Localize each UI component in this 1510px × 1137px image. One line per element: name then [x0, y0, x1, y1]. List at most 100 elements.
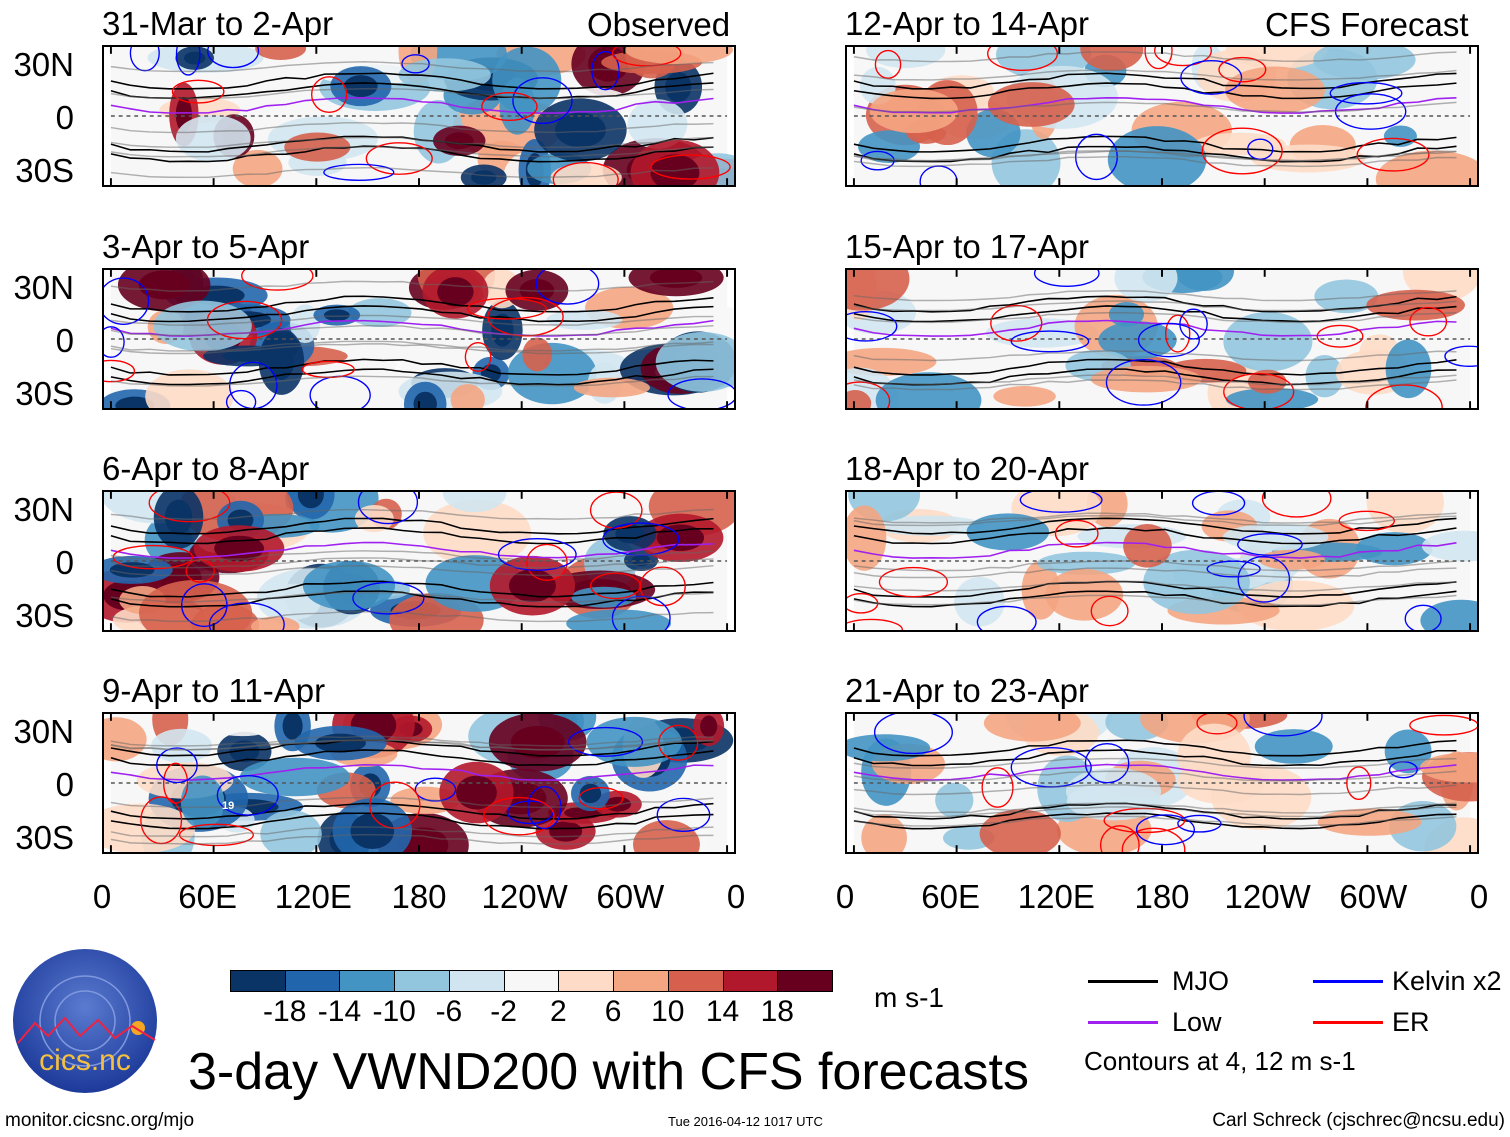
colorbar-tick-label: 18 [760, 995, 794, 1028]
contour-line [110, 96, 714, 114]
anomaly-blob [1225, 66, 1326, 114]
lat-tick-label: 30S [15, 375, 74, 412]
anomaly-blob [255, 47, 307, 61]
contour-line [568, 726, 644, 757]
anomaly-blob [138, 579, 253, 630]
legend-label-kelvin: Kelvin x2 [1392, 966, 1502, 996]
lon-tick-label: 180 [391, 878, 447, 915]
colorbar-swatch [448, 970, 505, 992]
contour-line [110, 358, 714, 376]
lat-tick-label: 30S [15, 597, 74, 634]
contour-line [110, 812, 714, 830]
lon-tick-label: 60W [1339, 878, 1408, 915]
lat-tick-label: 30N [13, 491, 74, 528]
colorbar-swatch [613, 970, 669, 992]
logo-text: cics.nc [39, 1044, 131, 1077]
contour-line [208, 602, 285, 630]
contour-line [110, 368, 714, 386]
anomaly-blob [175, 115, 251, 162]
contour-line [110, 527, 714, 545]
contour-line [1196, 714, 1238, 735]
contour-line [853, 72, 1457, 90]
contour-line [178, 823, 254, 847]
contour-line [1105, 358, 1182, 406]
panel-title: 31-Mar to 2-Apr [102, 5, 334, 42]
contour-line [1356, 137, 1430, 172]
anomaly-blob [655, 332, 734, 392]
map-panel [102, 268, 736, 410]
contour-line [650, 154, 731, 180]
colorbar-swatch [558, 970, 615, 992]
lon-tick-label: 0 [1469, 878, 1489, 915]
contour-line [497, 538, 577, 571]
panel-title: 6-Apr to 8-Apr [102, 450, 310, 487]
anomaly-blob [1420, 599, 1477, 630]
contour-line [323, 163, 395, 181]
contour-line [591, 50, 620, 91]
colorbar-tick-label: -2 [490, 995, 517, 1028]
contour-line [1180, 59, 1243, 95]
contour-line [1033, 270, 1100, 287]
contour-line [241, 270, 314, 291]
lat-tick-label: 30N [13, 269, 74, 306]
contour-line [148, 492, 231, 523]
contour-line [110, 541, 714, 559]
contour-line [171, 79, 225, 104]
forecast-label: CFS Forecast [1265, 6, 1469, 43]
contour-line [1243, 714, 1323, 737]
lon-tick-label: 0 [835, 878, 855, 915]
anomaly-blob [1419, 752, 1477, 783]
anomaly-blob [104, 717, 147, 762]
colorbar-tick-label: -14 [317, 995, 362, 1028]
contour-line [352, 581, 425, 615]
contour-line [526, 543, 568, 581]
contour-line [1177, 814, 1222, 833]
legend-label-mjo: MJO [1172, 966, 1229, 996]
lat-tick-label: 0 [55, 99, 74, 136]
contour-line [1338, 510, 1395, 532]
figure-title: 3-day VWND200 with CFS forecasts [188, 1043, 1029, 1101]
anomaly-blob [1225, 47, 1329, 70]
contour-line [1346, 766, 1372, 801]
legend-label-low: Low [1172, 1007, 1222, 1037]
contour-line [207, 47, 260, 69]
contour-line [853, 135, 1457, 153]
contour-line [1201, 127, 1283, 175]
contour-line [578, 787, 624, 810]
anomaly-blob [1375, 150, 1477, 185]
panel-title: 12-Apr to 14-Apr [845, 5, 1089, 42]
anomaly-blob [290, 304, 321, 344]
contour-line [365, 142, 433, 175]
map-panel [845, 45, 1479, 187]
contour-line [104, 277, 150, 325]
contour-line [639, 566, 686, 607]
contour-line [464, 341, 492, 372]
anomaly-blob [935, 782, 974, 818]
contour-line [853, 517, 1457, 535]
contour-line [110, 305, 714, 323]
colorbar-tick-label: -10 [372, 995, 416, 1028]
map-panel [102, 490, 736, 632]
anomaly-blob [450, 384, 485, 408]
contour-line [847, 310, 898, 342]
lat-tick-label: 30S [15, 819, 74, 856]
anomaly-blob [550, 163, 622, 185]
anomaly-blob [1175, 270, 1235, 292]
footer-url[interactable]: monitor.cicsnc.org/mjo [5, 1110, 195, 1131]
contour-line [853, 802, 1457, 820]
anomaly-blob [1211, 765, 1312, 830]
footer-author: Carl Schreck (cjschrec@ncsu.edu) [1212, 1110, 1505, 1131]
contour-line [1223, 372, 1295, 408]
colorbar-tick-label: -18 [263, 995, 307, 1028]
lon-tick-label: 120E [1017, 878, 1095, 915]
annotation: 19 [222, 800, 235, 812]
contour-line [181, 583, 228, 628]
anomaly-blob [1066, 782, 1161, 821]
colorbar-swatch [667, 970, 724, 992]
contour-line [1237, 533, 1303, 556]
legend-line-kelvin [1313, 980, 1383, 983]
contour-line [1144, 47, 1173, 70]
contour-line [110, 802, 714, 820]
contour-line [667, 378, 734, 408]
contour-line [1316, 324, 1364, 348]
